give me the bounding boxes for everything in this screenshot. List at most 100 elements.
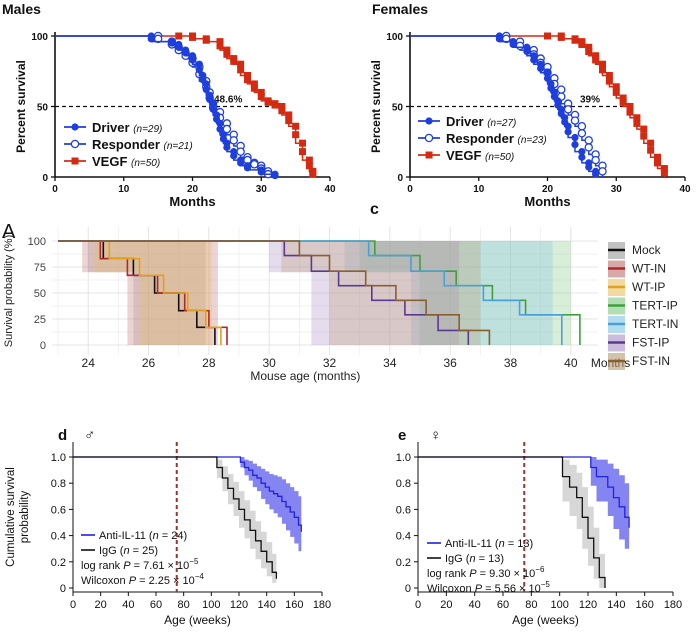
data-point [299,148,306,156]
legend-marker [424,133,434,143]
data-point [585,163,593,171]
legend-entry: VEGF (n=50) [92,154,160,169]
x-tick-label: 120 [230,599,248,611]
series-driver [55,32,279,180]
x-tick-label: 180 [664,599,682,611]
sex-symbol: ♂ [84,427,95,444]
x-tick-label: 160 [285,599,303,611]
stat-line: log rank P = 9.30 × 10−6 [427,565,545,580]
data-point [237,66,245,74]
data-point [271,171,279,180]
data-point [257,168,265,176]
y-tick-label: 0 [40,340,46,352]
data-point [592,52,600,60]
data-point [195,66,203,74]
plot-background [52,227,598,355]
chart-title: Males [2,1,41,17]
x-tick-label: 0 [52,184,58,195]
legend-entry: Anti-IL-11 (n = 13) [445,538,533,550]
data-point [530,56,538,64]
legend-marker [425,151,433,159]
x-tick-label: 40 [122,599,134,611]
median-label: 48.6% [214,95,242,106]
data-point [229,136,238,145]
data-point [209,105,217,113]
y-tick-label: 1.0 [51,452,66,464]
data-point [292,131,300,139]
confidence-band [359,241,571,345]
data-point [244,71,251,79]
y-axis-label: Survival probability (%) [3,235,15,347]
data-point [495,35,503,43]
x-tick-label: 0 [415,599,421,611]
x-tick-label: 30 [611,184,623,195]
x-tick-label: 10 [473,184,485,195]
x-tick-label: 34 [383,356,397,370]
data-point [299,139,306,147]
data-point [660,169,668,177]
y-tick-label: 0.6 [51,504,66,516]
series-line-anti-il-11 [73,456,302,532]
legend-marker [71,123,79,131]
legend-entry: TERT-IN [632,317,678,331]
legend: Driver (n=27) Responder (n=23) VEGF (n=50) [418,114,547,163]
x-tick-label: 100 [550,599,568,611]
data-point [564,128,572,136]
series-line-fst-in [58,240,491,345]
x-axis-label: Months [169,194,215,209]
data-point [292,122,300,130]
y-tick-label: 0 [397,173,403,184]
series-line-igg [418,456,606,588]
x-tick-label: 38 [504,356,518,370]
data-point [563,105,573,114]
legend: Mock WT-IN WT-IP TERT-IP TERT-IN FST-IP FST-IN [608,242,678,370]
legend: Driver (n=29) Responder (n=21) VEGF (n=50) [64,120,193,169]
legend-entry: IgG (n = 25) [99,545,158,557]
data-point [250,160,259,169]
x-tick-label: 24 [82,356,96,370]
series-vegf [410,32,668,177]
data-point [278,103,286,110]
legend-entry: WT-IP [632,280,665,294]
data-point [237,159,245,167]
data-point [571,36,579,44]
confidence-band [88,241,206,345]
data-point [188,56,197,64]
stat-line: Wilcoxon P = 2.25 × 10−4 [81,572,204,587]
data-point [236,147,245,156]
data-point [147,35,155,43]
data-point [250,80,258,88]
data-point [243,164,252,172]
legend-entry: Driver (n=27) [446,114,516,129]
x-tick-label: 40 [324,184,336,195]
data-point [305,156,313,164]
data-point [257,88,265,96]
data-point [544,32,551,40]
data-point [285,111,293,119]
y-tick-label: 0.2 [396,557,411,569]
data-point [605,77,613,85]
data-point [216,125,224,133]
data-point [285,117,293,125]
x-tick-label: 0 [407,184,413,195]
legend-entry: Anti-IL-11 (n = 24) [99,530,187,542]
y-axis-label: Percent survival [369,60,383,153]
stat-line: Wilcoxon P = 5.56 × 10−5 [427,580,550,595]
legend: Anti-IL-11 (n = 24) IgG (n = 25)log rank … [81,530,204,587]
confidence-band [82,241,218,345]
data-point [537,64,545,73]
y-tick-label: 50 [392,103,404,114]
data-point [605,71,613,79]
x-tick-label: 30 [263,356,277,370]
data-point [230,57,238,65]
series-line-wt-ip [58,240,222,345]
y-tick-label: 1.0 [396,452,411,464]
y-tick-label: 75 [34,262,46,274]
data-point [237,60,245,68]
data-point [612,83,620,91]
data-point [571,133,579,142]
data-point [543,74,552,82]
data-point [257,93,265,101]
data-point [599,66,606,74]
series-line-igg [73,456,278,579]
